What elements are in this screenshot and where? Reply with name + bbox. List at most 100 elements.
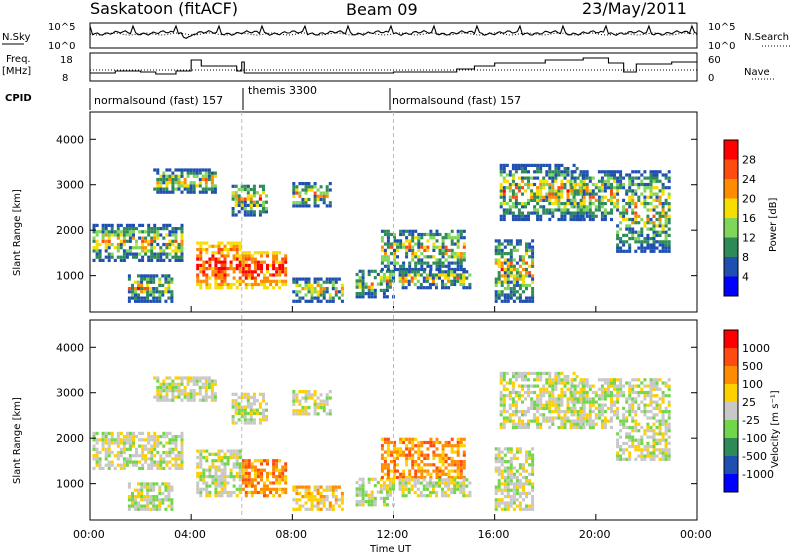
power-cell-888 bbox=[423, 261, 427, 265]
velocity-cell-1634 bbox=[582, 394, 586, 398]
velocity-cell-838 bbox=[405, 447, 409, 451]
power-cell-2211 bbox=[258, 210, 262, 214]
velocity-cell-1650 bbox=[585, 378, 589, 382]
x-tick-label-2: 08:00 bbox=[275, 528, 307, 541]
power-cell-862 bbox=[414, 261, 418, 265]
velocity-cell-554 bbox=[266, 494, 269, 498]
velocity-cell-2037 bbox=[159, 398, 163, 402]
velocity-cell-256 bbox=[137, 507, 140, 511]
velocity-cell-2060 bbox=[168, 376, 172, 380]
power-cell-647 bbox=[313, 277, 317, 281]
velocity-cell-394 bbox=[214, 484, 218, 488]
velocity-cell-2114 bbox=[198, 392, 202, 396]
velocity-cell-1111 bbox=[497, 498, 501, 502]
power-cell-994 bbox=[462, 236, 466, 240]
power-cell-961 bbox=[453, 267, 457, 272]
power-cell-2240 bbox=[298, 201, 302, 205]
power-cell-1776 bbox=[622, 243, 626, 247]
power-cell-66 bbox=[116, 230, 120, 234]
velocity-cell-1481 bbox=[554, 400, 558, 404]
power-cell-260 bbox=[137, 283, 140, 287]
velocity-cell-834 bbox=[405, 463, 409, 467]
velocity-cell-1368 bbox=[524, 390, 527, 395]
velocity-cell-368 bbox=[205, 487, 209, 491]
velocity-cell-981 bbox=[459, 469, 463, 473]
velocity-cell-1911 bbox=[649, 429, 653, 433]
velocity-cell-664 bbox=[322, 495, 326, 499]
velocity-cell-1707 bbox=[603, 397, 607, 401]
power-cell-189 bbox=[165, 255, 169, 259]
power-cell-103 bbox=[128, 223, 132, 227]
power-cell-1653 bbox=[588, 211, 592, 215]
velocity-cell-1828 bbox=[631, 403, 635, 407]
velocity-cell-1060 bbox=[444, 484, 448, 488]
power-cell-1069 bbox=[450, 279, 454, 283]
velocity-cell-895 bbox=[426, 463, 430, 467]
velocity-cell-236 bbox=[180, 438, 184, 442]
power-cell-293 bbox=[152, 299, 156, 303]
velocity-cell-1801 bbox=[628, 454, 632, 458]
power-cell-404 bbox=[217, 282, 221, 287]
velocity-cell-809 bbox=[393, 447, 396, 451]
velocity-cell-1025 bbox=[416, 478, 420, 482]
power-cell-792 bbox=[386, 239, 390, 243]
power-cell-836 bbox=[405, 248, 409, 252]
power-cell-548 bbox=[263, 282, 266, 287]
velocity-cell-1885 bbox=[643, 403, 647, 407]
velocity-cell-778 bbox=[383, 466, 387, 470]
velocity-cell-321 bbox=[164, 485, 168, 489]
power-cell-271 bbox=[143, 299, 147, 303]
velocity-cell-951 bbox=[447, 440, 451, 445]
velocity-cell-1633 bbox=[582, 397, 586, 401]
velocity-cell-1937 bbox=[652, 406, 656, 410]
velocity-cell-149 bbox=[150, 463, 154, 467]
power-cell-998 bbox=[398, 273, 402, 277]
power-cell-1317 bbox=[511, 205, 515, 209]
power-cell-200 bbox=[168, 239, 172, 243]
power-cell-1877 bbox=[643, 246, 647, 250]
velocity-cell-2166 bbox=[237, 405, 241, 409]
velocity-cell-919 bbox=[435, 440, 439, 445]
velocity-cell-1372 bbox=[524, 371, 527, 375]
power-cell-534 bbox=[256, 273, 260, 277]
velocity-cell-51 bbox=[110, 450, 114, 455]
velocity-cell-950 bbox=[447, 444, 451, 448]
velocity-cell-1974 bbox=[658, 387, 662, 391]
velocity-cell-795 bbox=[386, 437, 390, 441]
power-cell-2053 bbox=[165, 177, 169, 182]
velocity-cell-704 bbox=[358, 490, 362, 494]
power-cell-24 bbox=[101, 239, 105, 243]
power-cell-1602 bbox=[573, 170, 577, 174]
power-cell-1114 bbox=[497, 274, 501, 278]
power-cell-1278 bbox=[499, 173, 503, 177]
power-cell-1020 bbox=[413, 273, 417, 277]
power-cell-529 bbox=[253, 263, 257, 267]
velocity-cell-505 bbox=[244, 462, 248, 466]
power-cell-478 bbox=[238, 270, 242, 274]
velocity-cell-660 bbox=[319, 485, 323, 489]
velocity-cell-1099 bbox=[494, 498, 498, 502]
velocity-cell-551 bbox=[263, 481, 266, 485]
power-cell-1099 bbox=[494, 290, 498, 294]
power-cell-1140 bbox=[503, 287, 507, 291]
power-cell-31 bbox=[104, 249, 108, 253]
power-cell-349 bbox=[199, 270, 203, 274]
power-cell-2257 bbox=[307, 197, 311, 202]
power-cell-1444 bbox=[545, 182, 549, 187]
power-cell-284 bbox=[146, 277, 150, 281]
velocity-cell-191 bbox=[165, 454, 169, 458]
power-cell-2142 bbox=[210, 174, 214, 178]
power-cell-1978 bbox=[661, 243, 665, 247]
velocity-cell-1528 bbox=[566, 419, 570, 423]
velocity-cell-862 bbox=[414, 469, 418, 473]
colorbar-tick-0: 1000 bbox=[742, 342, 770, 355]
power-cell-179 bbox=[159, 246, 163, 250]
power-cell-2048 bbox=[162, 171, 166, 175]
power-cell-1630 bbox=[582, 198, 586, 202]
velocity-cell-1388 bbox=[530, 397, 534, 401]
velocity-cell-2264 bbox=[313, 409, 317, 413]
power-cell-800 bbox=[390, 232, 393, 237]
velocity-cell-1811 bbox=[628, 403, 632, 407]
power-cell-231 bbox=[180, 246, 184, 250]
power-cell-794 bbox=[386, 232, 390, 237]
